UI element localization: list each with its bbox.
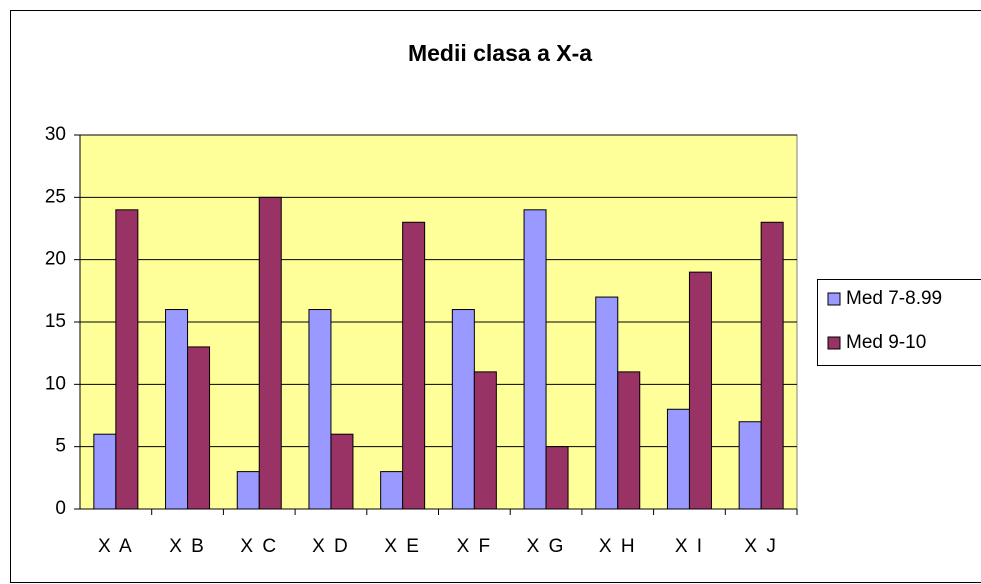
y-tick-label: 5 [55,436,66,457]
bar [473,371,497,510]
bar [451,309,475,510]
legend-swatch [827,292,841,306]
bar [187,346,211,510]
bar [308,309,332,510]
y-tick-label: 15 [45,311,66,332]
bar [402,221,426,510]
bar [595,296,619,510]
bar [236,471,260,510]
x-tick-label: X H [599,536,637,557]
y-tick-label: 30 [45,124,66,145]
x-tick-label: X D [312,536,350,557]
x-tick-label: X C [240,536,278,557]
x-tick-label: X J [744,536,777,557]
x-tick-label: X A [98,536,134,557]
bar [258,196,282,510]
x-tick-label: X F [457,536,493,557]
x-tick-label: X B [169,536,206,557]
y-tick-label: 25 [45,186,66,207]
y-tick-label: 10 [45,373,66,394]
legend-label: Med 7-8.99 [846,288,942,309]
chart-title: Medii clasa a X-a [408,40,592,66]
bar [545,446,569,510]
x-tick-label: X E [384,536,421,557]
bar [115,209,139,510]
legend [817,279,981,366]
bar [617,371,641,510]
bar [523,209,547,510]
x-tick-label: X I [675,536,704,557]
bar [738,421,762,510]
bar [93,433,117,510]
bar [688,271,712,510]
y-tick-label: 20 [45,249,66,270]
bar [760,221,784,510]
bar [165,309,189,510]
bar [330,433,354,510]
x-tick-label: X G [527,536,566,557]
y-tick-label: 0 [55,498,66,519]
bar [380,471,404,510]
bar [666,408,690,510]
legend-label: Med 9-10 [846,332,926,353]
legend-swatch [827,336,841,350]
